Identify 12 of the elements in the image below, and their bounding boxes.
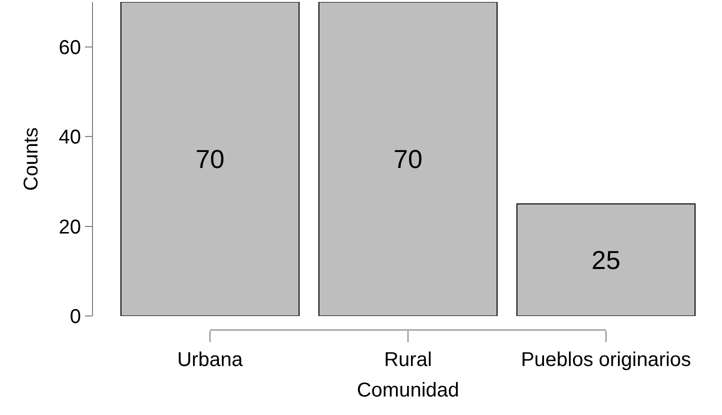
x-tick-label: Urbana	[177, 349, 244, 371]
x-tick-label: Pueblos originarios	[520, 349, 692, 371]
x-tick-label: Rural	[384, 349, 432, 371]
data-label: 70	[196, 144, 224, 174]
y-tick-label: 0	[70, 306, 81, 328]
y-tick-label: 20	[58, 216, 81, 238]
data-label: 70	[394, 144, 422, 174]
x-axis-title: Comunidad	[356, 380, 460, 402]
y-axis-title: Counts	[20, 127, 42, 191]
y-tick-label: 60	[58, 36, 81, 59]
y-tick-label: 40	[58, 126, 81, 149]
data-label: 25	[592, 244, 620, 275]
